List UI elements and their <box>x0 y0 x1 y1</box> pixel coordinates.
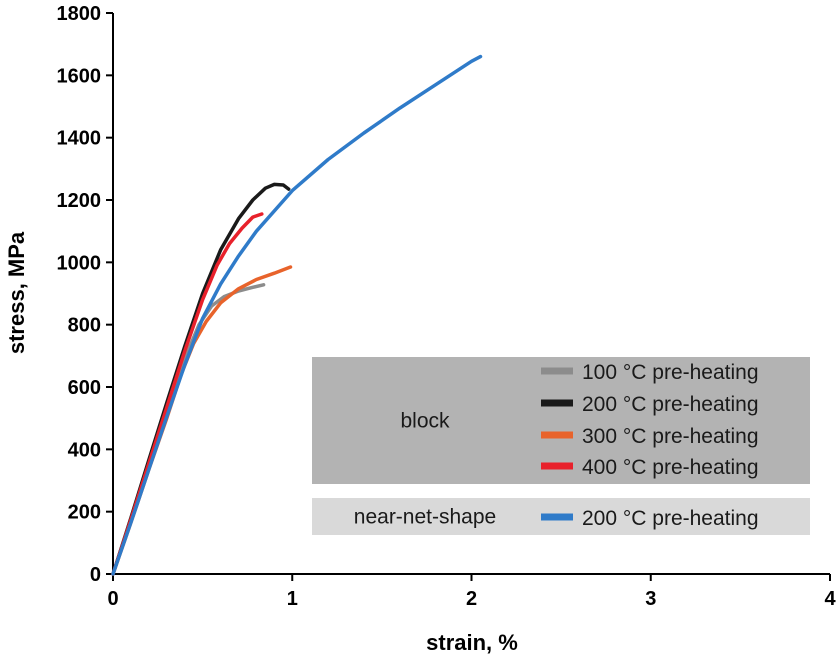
y-axis-title: stress, MPa <box>4 231 29 354</box>
y-tick-label: 1800 <box>57 3 102 25</box>
y-tick-label: 1000 <box>57 252 102 274</box>
y-tick-label: 1200 <box>57 190 102 212</box>
x-tick-label: 3 <box>645 588 656 610</box>
y-tick-label: 1400 <box>57 128 102 150</box>
x-tick-label: 2 <box>466 588 477 610</box>
legend-entry-2: 200 °C pre-heating <box>582 393 759 416</box>
legend-entry-3: 300 °C pre-heating <box>582 425 759 448</box>
series-line-1 <box>111 283 266 576</box>
legend-entry-4: 400 °C pre-heating <box>582 456 759 479</box>
legend-group-label-block: block <box>400 410 450 433</box>
legend-entry-1: 100 °C pre-heating <box>582 361 759 384</box>
x-tick-label: 4 <box>824 588 836 610</box>
y-tick-label: 200 <box>68 502 101 524</box>
series-line-4 <box>111 212 264 576</box>
x-tick-label: 1 <box>287 588 298 610</box>
axes: 0 200 400 600 800 1000 1200 1400 1600 1800 0 1 2 3 4 <box>57 3 837 610</box>
legend-entry-5: 200 °C pre-heating <box>582 507 759 530</box>
series-line-5 <box>111 54 483 576</box>
x-axis-title: strain, % <box>426 630 518 655</box>
series-line-3 <box>111 265 293 576</box>
series-layer <box>111 54 483 576</box>
series-line-2 <box>111 182 291 576</box>
x-tick-label: 0 <box>107 588 118 610</box>
y-tick-label: 600 <box>68 377 101 399</box>
y-tick-label: 400 <box>68 439 101 461</box>
y-tick-label: 0 <box>90 564 101 586</box>
y-tick-label: 800 <box>68 315 101 337</box>
legend: block near-net-shape 100 °C pre-heating 200… <box>312 357 810 535</box>
y-tick-label: 1600 <box>57 65 102 87</box>
legend-group-label-near-net-shape: near-net-shape <box>354 506 496 529</box>
